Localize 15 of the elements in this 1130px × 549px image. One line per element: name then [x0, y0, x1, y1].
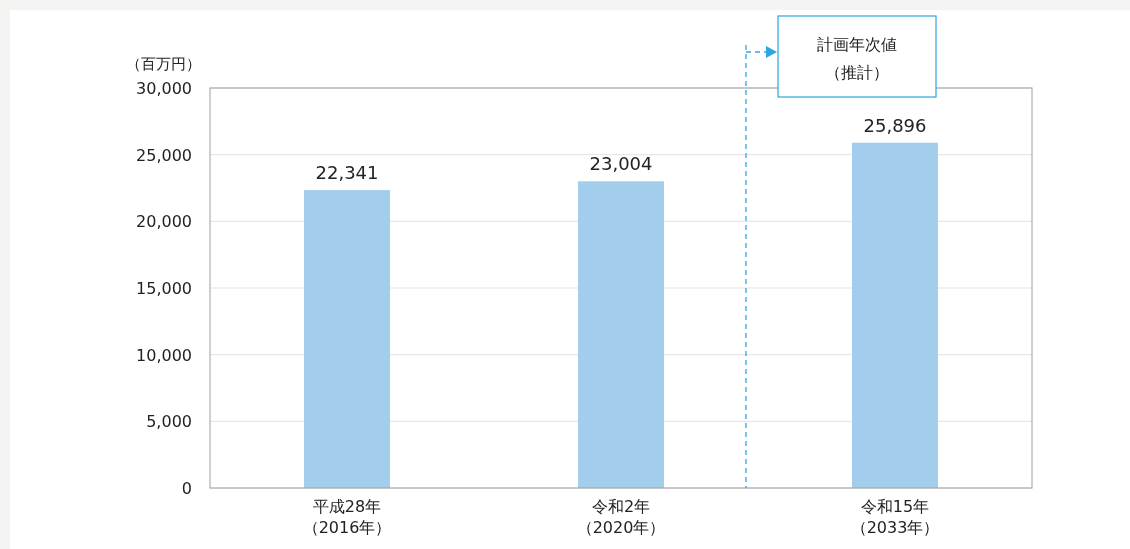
y-tick-label: 30,000: [136, 79, 192, 98]
x-tick-label: 平成28年（2016年）: [302, 497, 392, 537]
data-label: 25,896: [863, 114, 927, 136]
data-label: 23,004: [589, 153, 653, 175]
y-tick-label: 0: [181, 479, 192, 498]
text: 計画年次値（推計）: [817, 35, 897, 82]
y-tick-label: 20,000: [136, 212, 192, 232]
x-tick-label: 令和15年（2033年）: [850, 497, 940, 537]
y-tick-label: 5,000: [146, 412, 192, 432]
y-tick-label: 25,000: [136, 145, 192, 165]
y-tick-label: 15,000: [136, 279, 192, 298]
y-axis-title: （百万円）: [125, 55, 201, 73]
data-label: 22,341: [315, 162, 379, 184]
y-tick-label: 10,000: [136, 345, 192, 365]
x-tick-label: 令和2年（2020年）: [576, 497, 666, 537]
